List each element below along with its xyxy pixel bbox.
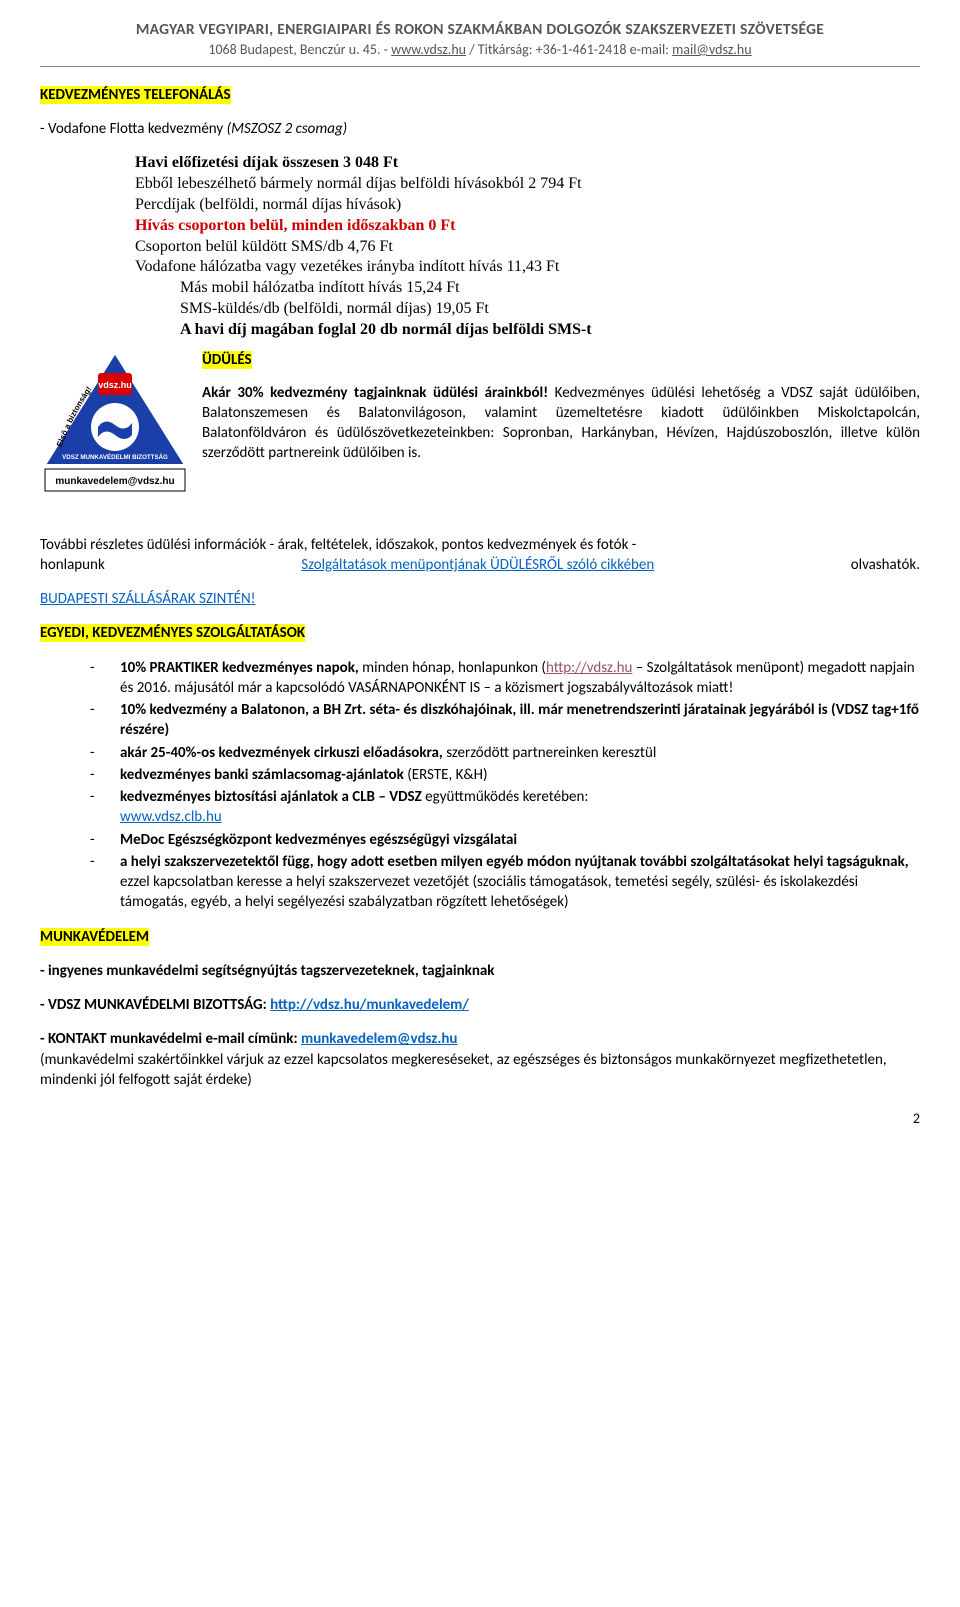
egyedi-section-heading: EGYEDI, KEDVEZMÉNYES SZOLGÁLTATÁSOK [40, 623, 920, 643]
price-line-9: A havi díj magában foglal 20 db normál d… [180, 320, 920, 341]
egyedi-heading-text: EGYEDI, KEDVEZMÉNYES SZOLGÁLTATÁSOK [40, 624, 305, 642]
mail-link[interactable]: mail@vdsz.hu [672, 41, 752, 58]
li1-bold: 10% PRAKTIKER kedvezményes napok, [120, 659, 359, 677]
tel-heading-text: KEDVEZMÉNYES TELEFONÁLÁS [40, 86, 231, 104]
vodafone-subitem: - Vodafone Flotta kedvezmény (MSZOSZ 2 c… [40, 119, 920, 139]
tel-section-heading: KEDVEZMÉNYES TELEFONÁLÁS [40, 85, 920, 105]
udules-block: vdsz.hu VDSZ MUNKAVÉDELMI BIZOTTSÁG Első… [40, 383, 920, 523]
li3-rest: szerződött partnereinken keresztül [443, 744, 656, 762]
udules-section-heading: ÜDÜLÉS [202, 350, 920, 370]
clb-link[interactable]: www.vdsz.clb.hu [120, 808, 222, 826]
list-item: MeDoc Egészségközpont kedvezményes egész… [90, 830, 920, 850]
munka-section-heading: MUNKAVÉDELEM [40, 927, 920, 947]
list-item: akár 25-40%-os kedvezmények cirkuszi elő… [90, 743, 920, 763]
udules-p2-b: olvashatók. [851, 555, 920, 575]
udules-p2-a: honlapunk [40, 555, 105, 575]
page-number: 2 [40, 1110, 920, 1129]
vdsz-hu-link[interactable]: http://vdsz.hu [546, 659, 632, 677]
list-item: 10% PRAKTIKER kedvezményes napok, minden… [90, 658, 920, 699]
logo-email-text: munkavedelem@vdsz.hu [55, 476, 174, 487]
li3-bold: akár 25-40%-os kedvezmények cirkuszi elő… [120, 744, 443, 762]
list-item: 10% kedvezmény a Balatonon, a BH Zrt. sé… [90, 700, 920, 741]
org-title: MAGYAR VEGYIPARI, ENERGIAIPARI ÉS ROKON … [40, 20, 920, 41]
li6-text: MeDoc Egészségközpont kedvezményes egész… [120, 831, 517, 849]
munka-l3-pre: - KONTAKT munkavédelmi e-mail címünk: [40, 1030, 301, 1048]
vdsz-link[interactable]: www.vdsz.hu [391, 41, 466, 58]
price-line-5: Csoporton belül küldött SMS/db 4,76 Ft [135, 237, 920, 258]
vodafone-package: (MSZOSZ 2 csomag) [227, 120, 348, 138]
li4-rest: (ERSTE, K&H) [404, 766, 488, 784]
udules-p2: További részletes üdülési információk - … [40, 535, 920, 610]
price-line-1: Havi előfizetési díjak összesen 3 048 Ft [135, 153, 920, 174]
price-line-4: Hívás csoporton belül, minden időszakban… [135, 216, 920, 237]
munka-line-3-block: - KONTAKT munkavédelmi e-mail címünk: mu… [40, 1029, 920, 1090]
list-item: kedvezményes banki számlacsomag-ajánlato… [90, 765, 920, 785]
price-line-6: Vodafone hálózatba vagy vezetékes irányb… [135, 257, 920, 278]
li4-bold: kedvezményes banki számlacsomag-ajánlato… [120, 766, 404, 784]
contact-text: / Titkárság: +36-1-461-2418 e-mail: [466, 41, 672, 58]
udules-heading-text: ÜDÜLÉS [202, 351, 252, 369]
page-header: MAGYAR VEGYIPARI, ENERGIAIPARI ÉS ROKON … [40, 20, 920, 60]
udules-p1-bold: Akár 30% kedvezmény tagjainknak üdülési … [202, 384, 548, 402]
services-list: 10% PRAKTIKER kedvezményes napok, minden… [40, 658, 920, 913]
list-item: kedvezményes biztosítási ajánlatok a CLB… [90, 787, 920, 828]
list-item: a helyi szakszervezetektől függ, hogy ad… [90, 852, 920, 913]
budapest-link[interactable]: BUDAPESTI SZÁLLÁSÁRAK SZINTÉN! [40, 590, 256, 608]
org-subtitle: 1068 Budapest, Benczúr u. 45. - www.vdsz… [40, 41, 920, 60]
price-line-8: SMS-küldés/db (belföldi, normál díjas) 1… [180, 299, 920, 320]
li5-rest: együttműködés keretében: [422, 788, 589, 806]
vodafone-pre: - Vodafone Flotta kedvezmény [40, 120, 227, 138]
li7-bold: a helyi szakszervezetektől függ, hogy ad… [120, 853, 909, 871]
li1-rest: minden hónap, honlapunkon ( [359, 659, 546, 677]
address-text: 1068 Budapest, Benczúr u. 45. - [208, 41, 391, 58]
munka-line-1: - ingyenes munkavédelmi segítségnyújtás … [40, 961, 920, 981]
logo-top-text: vdsz.hu [98, 380, 132, 390]
logo-svg: vdsz.hu VDSZ MUNKAVÉDELMI BIZOTTSÁG Első… [40, 347, 190, 497]
munkavedelem-link[interactable]: http://vdsz.hu/munkavedelem/ [270, 996, 469, 1014]
price-line-2: Ebből lebeszélhető bármely normál díjas … [135, 174, 920, 195]
udules-p2-pre: További részletes üdülési információk - … [40, 535, 920, 555]
munka-l4: (munkavédelmi szakértőinkkel várjuk az e… [40, 1051, 887, 1089]
li7-rest: ezzel kapcsolatban keresse a helyi szaks… [120, 873, 858, 911]
price-line-3: Percdíjak (belföldi, normál díjas híváso… [135, 195, 920, 216]
pricing-details: Havi előfizetési díjak összesen 3 048 Ft… [135, 153, 920, 340]
header-divider [40, 66, 920, 67]
vdsz-safety-logo: vdsz.hu VDSZ MUNKAVÉDELMI BIZOTTSÁG Első… [40, 347, 190, 497]
price-line-7: Más mobil hálózatba indított hívás 15,24… [180, 278, 920, 299]
li2-text: 10% kedvezmény a Balatonon, a BH Zrt. sé… [120, 701, 919, 739]
munkavedelem-email-link[interactable]: munkavedelem@vdsz.hu [301, 1030, 457, 1048]
udules-link1[interactable]: Szolgáltatások menüpontjának ÜDÜLÉSRŐL s… [301, 556, 654, 574]
li5-bold: kedvezményes biztosítási ajánlatok a CLB… [120, 788, 422, 806]
munka-heading-text: MUNKAVÉDELEM [40, 928, 149, 946]
munka-l2-pre: - VDSZ MUNKAVÉDELMI BIZOTTSÁG: [40, 996, 270, 1014]
logo-bottom-text: VDSZ MUNKAVÉDELMI BIZOTTSÁG [62, 453, 168, 461]
munka-line-2: - VDSZ MUNKAVÉDELMI BIZOTTSÁG: http://vd… [40, 995, 920, 1015]
